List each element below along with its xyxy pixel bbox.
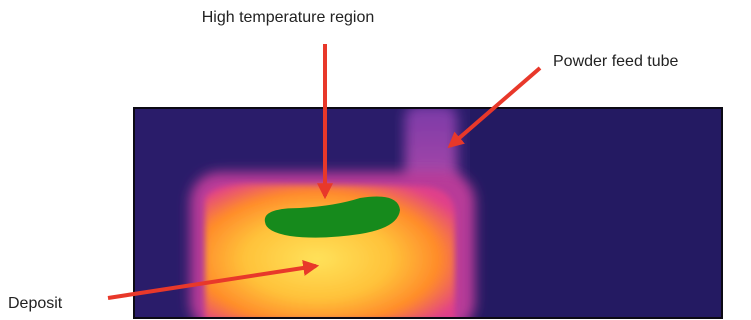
label: High temperature region (202, 9, 375, 26)
figure: High temperature region Powder feed tube… (0, 0, 751, 320)
label: Powder feed tube (553, 53, 679, 70)
thermal-image (133, 105, 723, 320)
label: Deposit (8, 295, 63, 312)
deposit (205, 184, 455, 320)
background-right (470, 109, 721, 317)
